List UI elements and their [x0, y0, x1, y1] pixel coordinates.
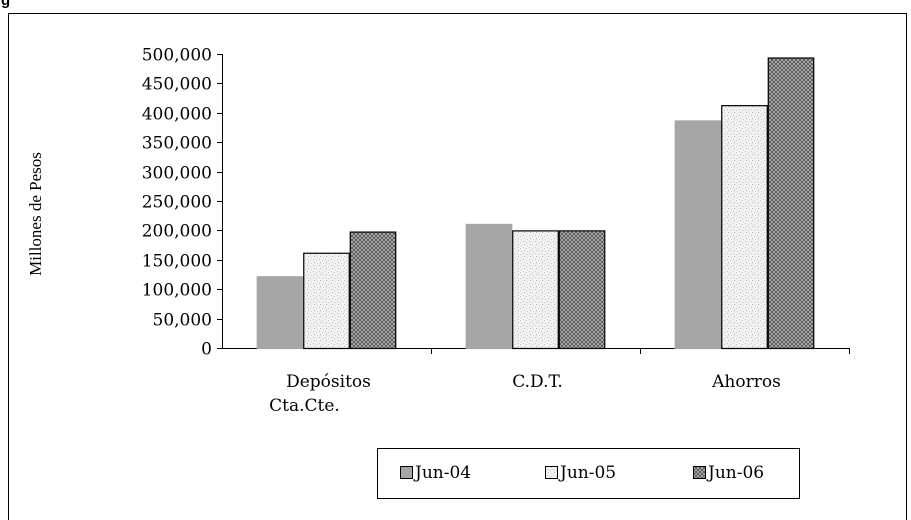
- y-tick-label: 150,000: [142, 252, 212, 272]
- legend-label: Jun-04: [413, 463, 471, 483]
- y-tick-label: 300,000: [142, 164, 212, 184]
- header-fragment: g: [1, 0, 10, 9]
- category-label: Depósitos: [286, 372, 371, 392]
- bars: [256, 57, 815, 350]
- category-label: C.D.T.: [512, 372, 562, 392]
- bar-jun-05-2: [721, 105, 768, 350]
- bar-jun-05-0: [303, 252, 350, 350]
- bar-jun-06-1: [558, 230, 606, 350]
- bar-jun-05-1: [512, 230, 559, 350]
- y-tick-label: 0: [201, 340, 212, 360]
- category-label: Cta.Cte.: [269, 396, 340, 416]
- bar-jun-06-2: [767, 57, 815, 350]
- bar-jun-04-0: [256, 276, 304, 350]
- y-axis-title: Millones de Pesos: [26, 152, 45, 276]
- y-tick-label: 350,000: [142, 134, 212, 154]
- category-label: Ahorros: [711, 372, 781, 392]
- y-tick-label: 450,000: [142, 75, 212, 95]
- y-tick-label: 250,000: [142, 193, 212, 213]
- y-tick-label: 400,000: [142, 105, 212, 125]
- y-tick-label: 50,000: [153, 311, 212, 331]
- chart-border: [8, 13, 907, 520]
- category-labels: Depósitos Cta.Cte. C.D.T. Ahorros: [269, 372, 781, 416]
- legend-swatch-jun-05: [545, 466, 558, 479]
- legend-box: [377, 448, 800, 499]
- y-tick-label: 100,000: [142, 281, 212, 301]
- bar-jun-06-0: [349, 231, 397, 350]
- y-tick-label: 200,000: [142, 222, 212, 242]
- legend-label: Jun-05: [558, 463, 616, 483]
- bar-jun-04-1: [465, 223, 513, 350]
- legend-swatch-jun-06: [693, 466, 706, 479]
- legend-swatch-jun-04: [400, 466, 413, 479]
- legend-label: Jun-06: [706, 463, 764, 483]
- axes: 0 50,000 100,000 150,000 200,000 250,000 300,0…: [142, 46, 850, 360]
- bar-jun-04-2: [674, 120, 722, 350]
- legend: Jun-04 Jun-05 Jun-06: [377, 448, 800, 499]
- y-tick-label: 500,000: [142, 46, 212, 66]
